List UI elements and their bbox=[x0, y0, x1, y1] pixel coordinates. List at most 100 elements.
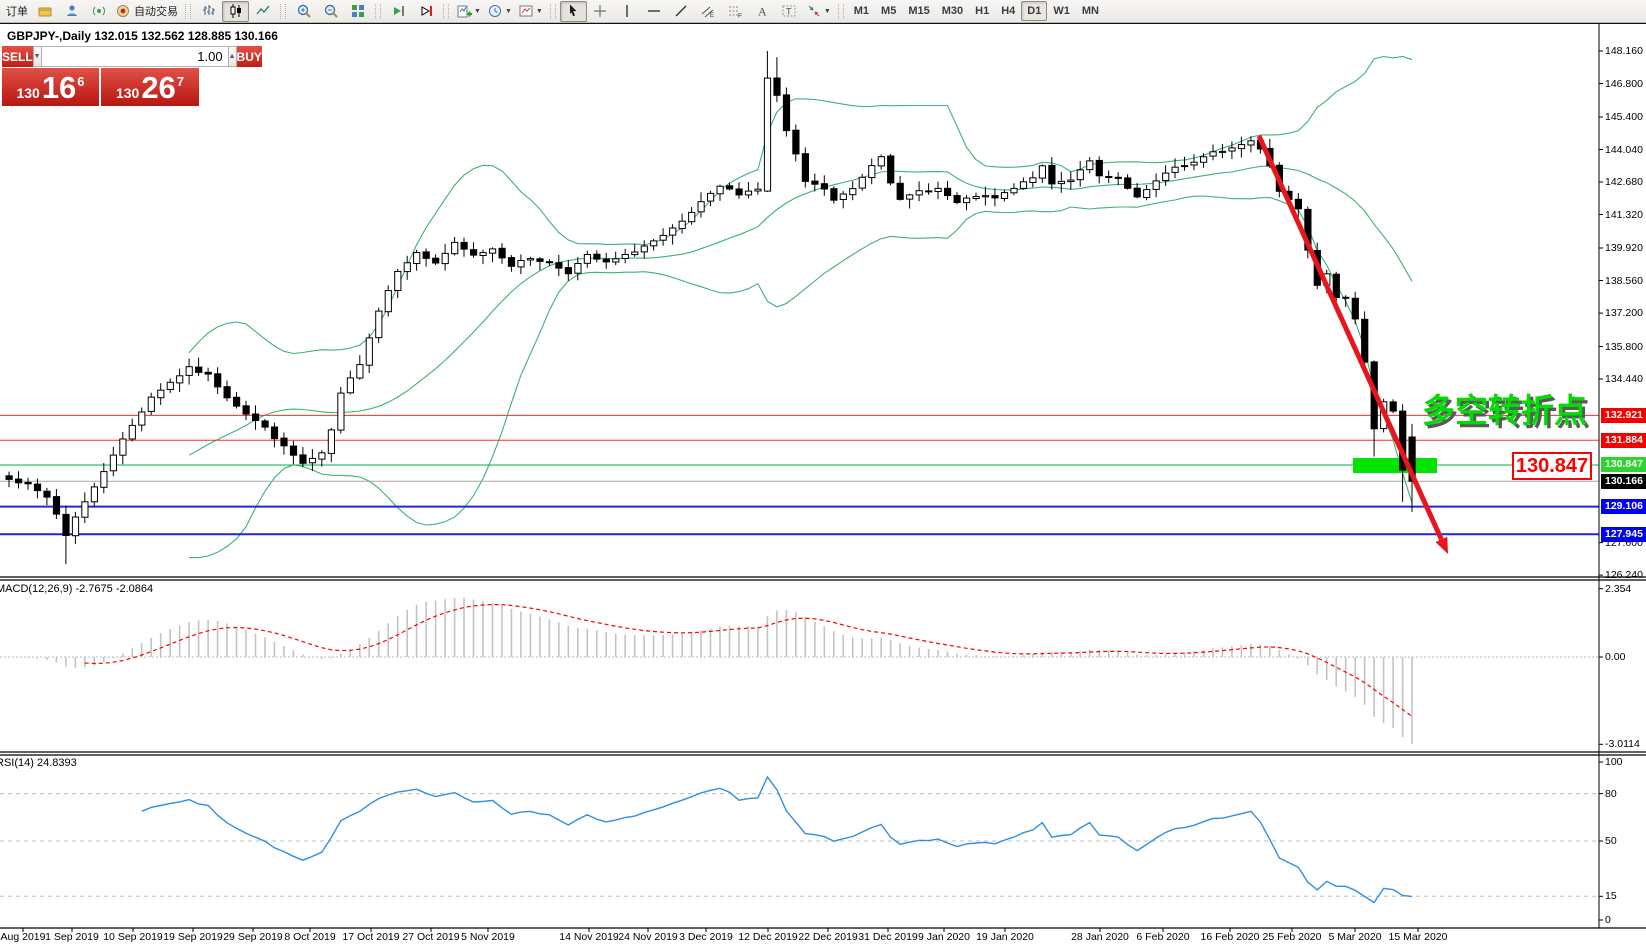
date-axis-label: 24 Nov 2019 bbox=[618, 931, 678, 943]
macd-axis-label: -3.0114 bbox=[1605, 738, 1640, 751]
crosshair-button[interactable] bbox=[587, 1, 614, 22]
toolbar-separator bbox=[549, 3, 556, 19]
line-chart-icon bbox=[255, 5, 270, 15]
sell-quote[interactable]: 130 16 6 bbox=[2, 68, 99, 106]
fibonacci-button[interactable]: F bbox=[722, 1, 749, 22]
indicators-button[interactable]: ▼ bbox=[453, 1, 484, 22]
chevron-down-icon: ▼ bbox=[535, 7, 543, 15]
svg-text:T: T bbox=[786, 7, 792, 17]
date-axis-label: 12 Dec 2019 bbox=[738, 931, 798, 943]
toolbar-separator bbox=[837, 3, 844, 19]
cursor-button[interactable] bbox=[559, 0, 587, 22]
macd-axis-label: 2.354 bbox=[1605, 582, 1632, 595]
period-m30-button[interactable]: M30 bbox=[941, 5, 964, 17]
price-axis-label: 139.920 bbox=[1605, 242, 1643, 255]
period-m15-button[interactable]: M15 bbox=[908, 5, 930, 17]
crosshair-icon bbox=[594, 5, 607, 17]
zoom-in-icon bbox=[297, 4, 311, 18]
zoom-in-button[interactable] bbox=[290, 1, 317, 22]
text-label-icon: T bbox=[782, 5, 796, 17]
autotrade-label: 自动交易 bbox=[134, 6, 178, 18]
price-callout-box: 130.847 bbox=[1512, 452, 1592, 480]
price-tag[interactable]: 130.166 bbox=[1601, 473, 1646, 489]
period-m5-button[interactable]: M5 bbox=[881, 5, 897, 17]
price-tag[interactable]: 132.921 bbox=[1601, 407, 1646, 423]
templates-button[interactable]: ▼ bbox=[515, 1, 546, 22]
autotrade-icon bbox=[117, 5, 129, 17]
new-order-label: 订单 bbox=[6, 6, 28, 18]
equidistant-channel-button[interactable]: E bbox=[695, 1, 722, 22]
zoom-out-icon bbox=[324, 4, 338, 18]
toolbar-separator bbox=[280, 3, 286, 19]
rsi-axis-label: 100 bbox=[1605, 756, 1623, 768]
main-toolbar: 订单 自动交易 ▼ ▼ ▼ E F A T ▼ M1 M5 M15 M30 H1 H4 D1 W1 MN bbox=[0, 0, 1646, 23]
buy-button[interactable]: BUY bbox=[236, 46, 262, 67]
date-axis-label: 10 Sep 2019 bbox=[103, 931, 163, 943]
trendline-button[interactable] bbox=[668, 1, 695, 22]
price-tag[interactable]: 127.945 bbox=[1601, 526, 1646, 542]
period-w1-button[interactable]: W1 bbox=[1053, 5, 1070, 17]
candlestick-icon bbox=[230, 4, 241, 18]
price-tag[interactable]: 129.106 bbox=[1601, 499, 1646, 515]
candlestick-button[interactable] bbox=[222, 0, 249, 22]
price-axis-label: 146.800 bbox=[1605, 77, 1643, 90]
date-axis-label: 29 Sep 2019 bbox=[223, 931, 283, 943]
buy-price-pips: 26 bbox=[141, 70, 176, 105]
macd-axis-label: 0.00 bbox=[1605, 651, 1626, 663]
tile-windows-icon bbox=[351, 5, 364, 17]
bar-chart-button[interactable] bbox=[195, 1, 222, 22]
auto-scroll-button[interactable] bbox=[385, 1, 412, 22]
date-axis-label: 31 Dec 2019 bbox=[858, 931, 918, 943]
rsi-axis-label: 50 bbox=[1605, 835, 1617, 847]
date-axis-label: 17 Oct 2019 bbox=[342, 931, 400, 943]
line-chart-button[interactable] bbox=[249, 1, 276, 22]
autotrade-button[interactable]: 自动交易 bbox=[112, 1, 181, 22]
text-button[interactable]: A bbox=[749, 1, 776, 22]
date-axis-label: 9 Jan 2020 bbox=[918, 931, 970, 943]
profile-button[interactable] bbox=[58, 1, 85, 22]
rsi-axis-label: 0 bbox=[1605, 914, 1611, 926]
period-h4-button[interactable]: H4 bbox=[1001, 5, 1016, 17]
price-axis-label: 138.560 bbox=[1605, 274, 1643, 287]
period-mn-button[interactable]: MN bbox=[1081, 5, 1099, 17]
text-label-button[interactable]: T bbox=[776, 1, 803, 22]
volume-input[interactable] bbox=[41, 46, 228, 67]
sell-price-pips: 16 bbox=[41, 70, 77, 105]
volume-increment-button[interactable]: ▲ bbox=[227, 46, 237, 67]
date-axis-label: 22 Dec 2019 bbox=[798, 931, 858, 943]
sell-button[interactable]: SELL bbox=[2, 46, 33, 67]
new-order-button[interactable]: 订单 bbox=[0, 1, 31, 22]
turning-point-annotation: 多空转折点 bbox=[1422, 392, 1587, 429]
arrows-button[interactable]: ▼ bbox=[803, 1, 834, 22]
period-h1-button[interactable]: H1 bbox=[975, 5, 990, 17]
period-m1-button[interactable]: M1 bbox=[853, 5, 870, 17]
price-axis-label: 148.160 bbox=[1605, 45, 1643, 57]
vertical-line-icon bbox=[626, 5, 629, 17]
market-watch-button[interactable] bbox=[31, 1, 58, 22]
vertical-line-button[interactable] bbox=[614, 1, 641, 22]
price-tag[interactable]: 131.884 bbox=[1601, 432, 1646, 448]
signals-button[interactable] bbox=[85, 1, 112, 22]
horizontal-line-button[interactable] bbox=[641, 1, 668, 22]
periods-button[interactable]: ▼ bbox=[484, 1, 515, 22]
chart-title: GBPJPY-,Daily 132.015 132.562 128.885 13… bbox=[7, 29, 278, 43]
tile-windows-button[interactable] bbox=[344, 1, 371, 22]
bar-chart-icon bbox=[202, 5, 215, 15]
fibonacci-icon: F bbox=[729, 6, 742, 19]
chevron-down-icon: ▼ bbox=[474, 7, 481, 15]
templates-icon bbox=[519, 5, 533, 17]
date-axis-label: 19 Sep 2019 bbox=[163, 931, 223, 943]
price-tag[interactable]: 130.847 bbox=[1601, 457, 1646, 473]
date-axis-label: 14 Nov 2019 bbox=[559, 931, 619, 943]
date-axis-label: 5 Nov 2019 bbox=[461, 931, 515, 943]
period-d1-button[interactable]: D1 bbox=[1021, 1, 1048, 21]
equidistant-channel-icon: E bbox=[701, 6, 714, 19]
chart-shift-button[interactable] bbox=[412, 1, 439, 22]
sell-price-point: 6 bbox=[77, 74, 85, 89]
date-axis-label: 5 Mar 2020 bbox=[1328, 931, 1382, 943]
buy-quote[interactable]: 130 26 7 bbox=[101, 68, 199, 106]
zoom-out-button[interactable] bbox=[317, 1, 344, 22]
cursor-icon bbox=[570, 4, 577, 17]
volume-decrement-button[interactable]: ▼ bbox=[32, 46, 42, 67]
